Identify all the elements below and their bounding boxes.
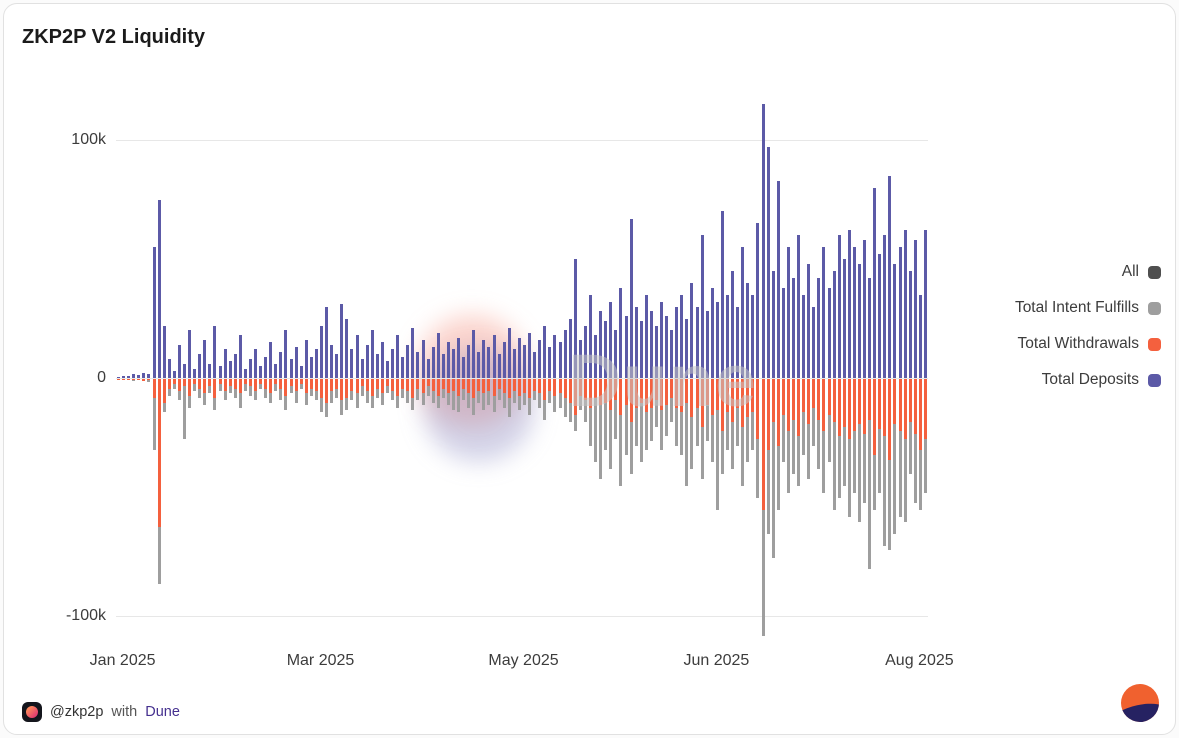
chart-card: ZKP2P V2 Liquidity 100k 0 -100k Dune Jan 2…: [3, 3, 1176, 735]
x-tick-label: May 2025: [488, 652, 559, 669]
x-tick-label: Mar 2025: [286, 652, 355, 669]
legend-item-all[interactable]: All: [1015, 254, 1161, 290]
legend-label: Total Intent Fulfills: [1014, 299, 1139, 316]
byline: @zkp2p with Dune: [22, 702, 180, 722]
legend-swatch: [1148, 301, 1161, 315]
y-tick-label: 0: [97, 369, 106, 386]
gridline: [116, 378, 928, 379]
x-tick-label: Jan 2025: [89, 652, 156, 669]
x-tick-label: Jun 2025: [683, 652, 750, 669]
y-tick-label: 100k: [71, 131, 106, 148]
zkp2p-logo: [22, 702, 42, 722]
plot-area: Dune Jan 2025 Mar 2025 May 2025 Jun 2025 Aug…: [90, 100, 954, 669]
byline-connector: with: [111, 704, 138, 720]
legend-swatch: [1148, 373, 1161, 387]
legend-label: All: [1121, 263, 1139, 280]
y-tick-label: -100k: [65, 607, 106, 624]
dune-link[interactable]: Dune: [145, 704, 180, 720]
gridline: [116, 140, 928, 141]
legend-item-total-intent-fulfills[interactable]: Total Intent Fulfills: [1015, 290, 1161, 326]
legend-swatch: [1148, 337, 1161, 351]
chart-title: ZKP2P V2 Liquidity: [22, 26, 205, 48]
gridline: [116, 616, 928, 617]
legend-item-total-deposits[interactable]: Total Deposits: [1015, 362, 1161, 398]
legend-label: Total Deposits: [1041, 371, 1139, 388]
dune-watermark: Dune: [568, 339, 757, 422]
dune-logo[interactable]: [1121, 684, 1159, 722]
legend: All Total Intent Fulfills Total Withdrawal…: [1015, 254, 1161, 398]
legend-swatch: [1148, 265, 1161, 279]
y-axis-labels: 100k 0 -100k: [32, 100, 106, 644]
bars-layer: [116, 100, 928, 644]
byline-handle: @zkp2p: [50, 704, 104, 720]
x-tick-label: Aug 2025: [885, 652, 954, 669]
legend-item-total-withdrawals[interactable]: Total Withdrawals: [1015, 326, 1161, 362]
legend-label: Total Withdrawals: [1017, 335, 1139, 352]
